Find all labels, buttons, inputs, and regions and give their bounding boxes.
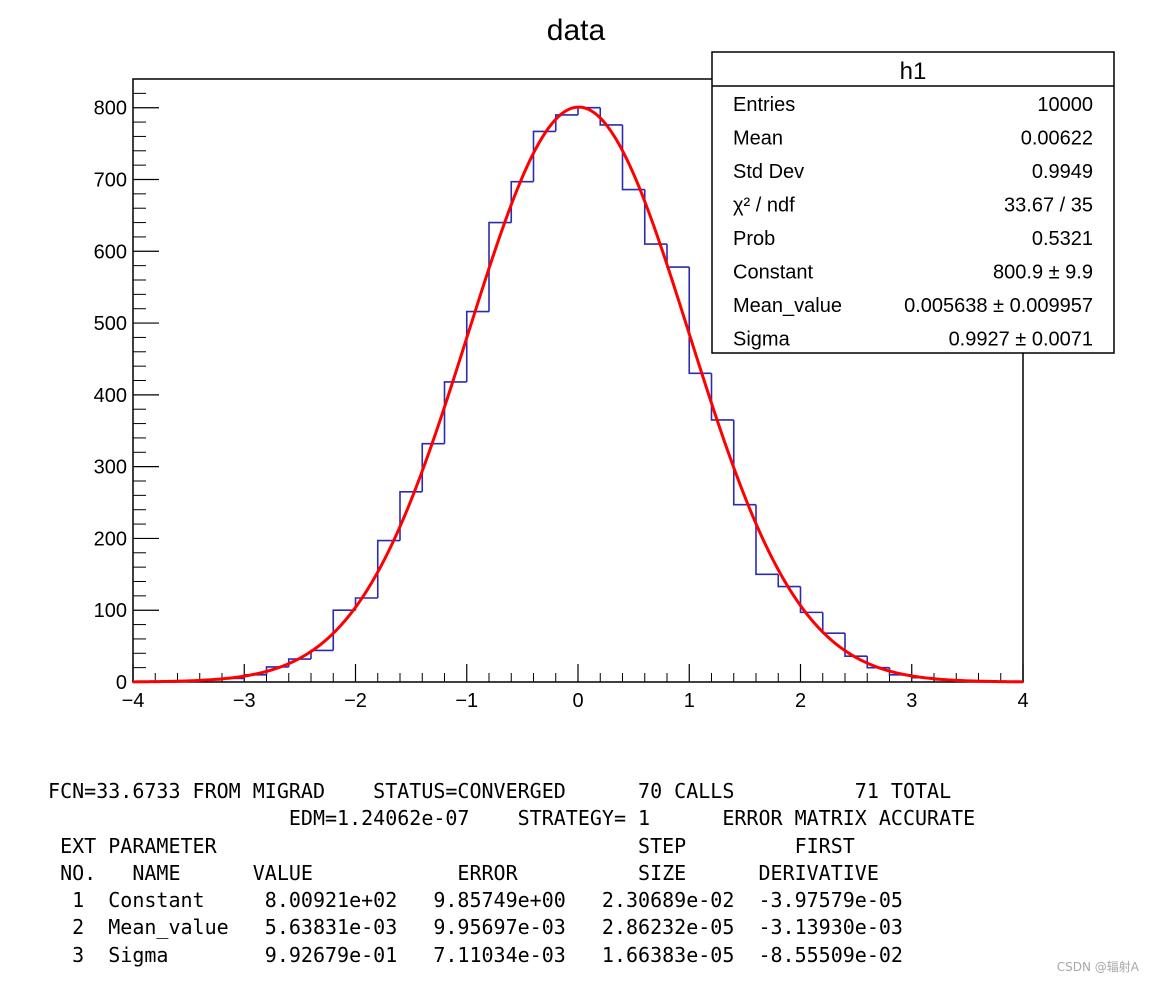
stats-row-value: 0.00622 <box>1021 128 1093 150</box>
y-tick-label: 800 <box>94 98 127 120</box>
fit-output-line: 1 Constant 8.00921e+02 9.85749e+00 2.306… <box>36 888 903 913</box>
x-tick-label: 1 <box>684 690 695 712</box>
stats-box: h1 Entries 10000 Mean 0.00622 Std Dev 0.9949 χ… <box>711 51 1115 354</box>
stats-row-value: 10000 <box>1037 94 1093 116</box>
histogram-bin <box>621 124 645 191</box>
stats-box-title: h1 <box>900 58 927 85</box>
stats-row-value: 33.67 / 35 <box>1004 195 1093 217</box>
histogram-bin <box>821 612 845 634</box>
stats-row-label: Std Dev <box>733 161 804 183</box>
fit-line <box>132 105 1024 684</box>
fit-output-line: NO. NAME VALUE ERROR SIZE DERIVATIVE <box>36 860 879 885</box>
fit-output-line: FCN=33.6733 FROM MIGRAD STATUS=CONVERGED… <box>36 779 952 803</box>
histogram-bin <box>510 180 534 223</box>
x-tick-label: −3 <box>233 690 256 712</box>
stats-box-frame <box>711 51 1115 354</box>
histogram-bin <box>421 442 445 492</box>
x-tick-label: −1 <box>455 690 478 712</box>
gaussian-fit-curve <box>132 105 1024 684</box>
stats-row-label: Prob <box>733 228 775 250</box>
stats-row-label: χ² / ndf <box>733 195 795 217</box>
x-tick-label: 0 <box>572 690 583 712</box>
histogram-bin <box>755 504 779 576</box>
histogram-bin <box>844 633 868 657</box>
histogram-bin <box>599 107 623 126</box>
histogram-bin <box>710 373 734 421</box>
minuit-fit-output: FCN=33.6733 FROM MIGRAD STATUS=CONVERGED… <box>36 778 975 969</box>
x-tick-label: 2 <box>795 690 806 712</box>
stats-row-label: Constant <box>733 262 813 284</box>
y-tick-label: 100 <box>94 600 127 622</box>
stats-row-value: 0.9949 <box>1032 161 1093 183</box>
axes: −4 −3 −2 −1 0 1 2 3 4 0 100 200 300 400 500 600 700 800 <box>94 78 1029 712</box>
histogram-bin <box>799 586 823 614</box>
fit-output-line: EDM=1.24062e-07 STRATEGY= 1 ERROR MATRIX… <box>36 806 976 831</box>
y-tick-label: 500 <box>94 313 127 335</box>
stats-rows: Entries 10000 Mean 0.00622 Std Dev 0.9949 χ² /… <box>733 94 1093 351</box>
histogram-bin <box>443 381 467 444</box>
histogram-bin <box>554 114 578 132</box>
histogram-bin <box>332 609 356 651</box>
histogram-bin <box>666 244 690 268</box>
stats-row-label: Sigma <box>733 329 791 351</box>
stats-row-value: 800.9 ± 9.9 <box>993 262 1093 284</box>
histogram-bin <box>465 310 489 382</box>
histogram-chart: data −4 −3 −2 −1 0 1 2 3 4 0 100 200 300 400 500 600 700… <box>94 14 1115 712</box>
stats-row-label: Mean_value <box>733 295 842 317</box>
fit-output-line: 3 Sigma 9.92679e-01 7.11034e-03 1.66383e… <box>36 942 903 967</box>
stats-row-label: Mean <box>733 128 783 150</box>
fit-output-line: 2 Mean_value 5.63831e-03 9.95697e-03 2.8… <box>36 915 903 940</box>
stats-row-value: 0.005638 ± 0.009957 <box>904 295 1093 317</box>
stats-row-label: Entries <box>733 94 795 116</box>
histogram-bin <box>732 419 756 506</box>
chart-title: data <box>547 14 606 47</box>
x-tick-label: 3 <box>906 690 917 712</box>
histogram-bin <box>532 130 556 182</box>
x-tick-label: 4 <box>1017 690 1028 712</box>
y-tick-label: 0 <box>116 672 127 694</box>
histogram-bin <box>688 267 712 375</box>
x-tick-label: −4 <box>122 690 145 712</box>
y-tick-label: 200 <box>94 528 127 550</box>
histogram-bin <box>310 649 334 660</box>
x-tick-label: −2 <box>344 690 367 712</box>
y-tick-label: 700 <box>94 170 127 192</box>
watermark: CSDN @辐射A <box>1056 960 1139 974</box>
fit-output-line: EXT PARAMETER STEP FIRST <box>36 833 855 858</box>
y-tick-label: 300 <box>94 457 127 479</box>
histogram-bin <box>777 574 801 588</box>
stats-row-value: 0.5321 <box>1032 228 1093 250</box>
y-tick-label: 400 <box>94 385 127 407</box>
y-tick-label: 600 <box>94 241 127 263</box>
stats-row-value: 0.9927 ± 0.0071 <box>949 329 1093 351</box>
